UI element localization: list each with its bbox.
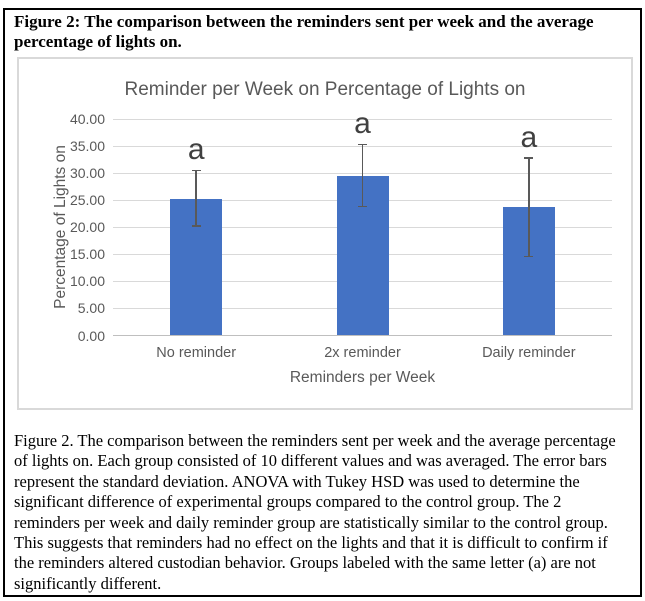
- chart-title: Reminder per Week on Percentage of Light…: [124, 79, 526, 100]
- y-tick-label: 0.00: [77, 327, 105, 344]
- y-tick-label: 40.00: [69, 111, 105, 127]
- y-tick-label: 10.00: [69, 273, 105, 290]
- y-tick-label: 5.00: [77, 300, 105, 317]
- gridline: [113, 118, 612, 120]
- significance-label: a: [520, 120, 538, 154]
- error-bar-cap: [524, 255, 534, 258]
- y-tick-label: 20.00: [69, 219, 105, 236]
- figure-caption: Figure 2. The comparison between the rem…: [14, 431, 616, 593]
- error-bar-cap: [524, 157, 534, 159]
- x-tick-label: No reminder: [156, 345, 237, 361]
- error-bar: [361, 144, 364, 207]
- significance-label: a: [187, 133, 205, 167]
- figure-frame: Figure 2: The comparison between the rem…: [3, 8, 642, 597]
- error-bar-cap: [191, 169, 201, 172]
- y-tick-label: 35.00: [69, 138, 105, 155]
- x-axis-title: Reminders per Week: [289, 369, 436, 386]
- error-bar: [195, 170, 197, 227]
- significance-label: a: [354, 107, 371, 141]
- error-bar-cap: [358, 143, 367, 146]
- figure-title: Figure 2: The comparison between the rem…: [14, 12, 594, 51]
- y-tick-label: 30.00: [69, 165, 105, 182]
- x-axis-line: [113, 335, 612, 336]
- error-bar-cap: [191, 225, 201, 227]
- x-tick-label: 2x reminder: [324, 345, 401, 361]
- error-bar: [528, 157, 530, 257]
- x-tick-label: Daily reminder: [482, 345, 576, 361]
- y-tick-label: 25.00: [69, 192, 105, 209]
- y-tick-label: 15.00: [69, 246, 105, 263]
- error-bar-cap: [358, 205, 367, 208]
- bar-chart-panel: Reminder per Week on Percentage of Light…: [17, 57, 633, 410]
